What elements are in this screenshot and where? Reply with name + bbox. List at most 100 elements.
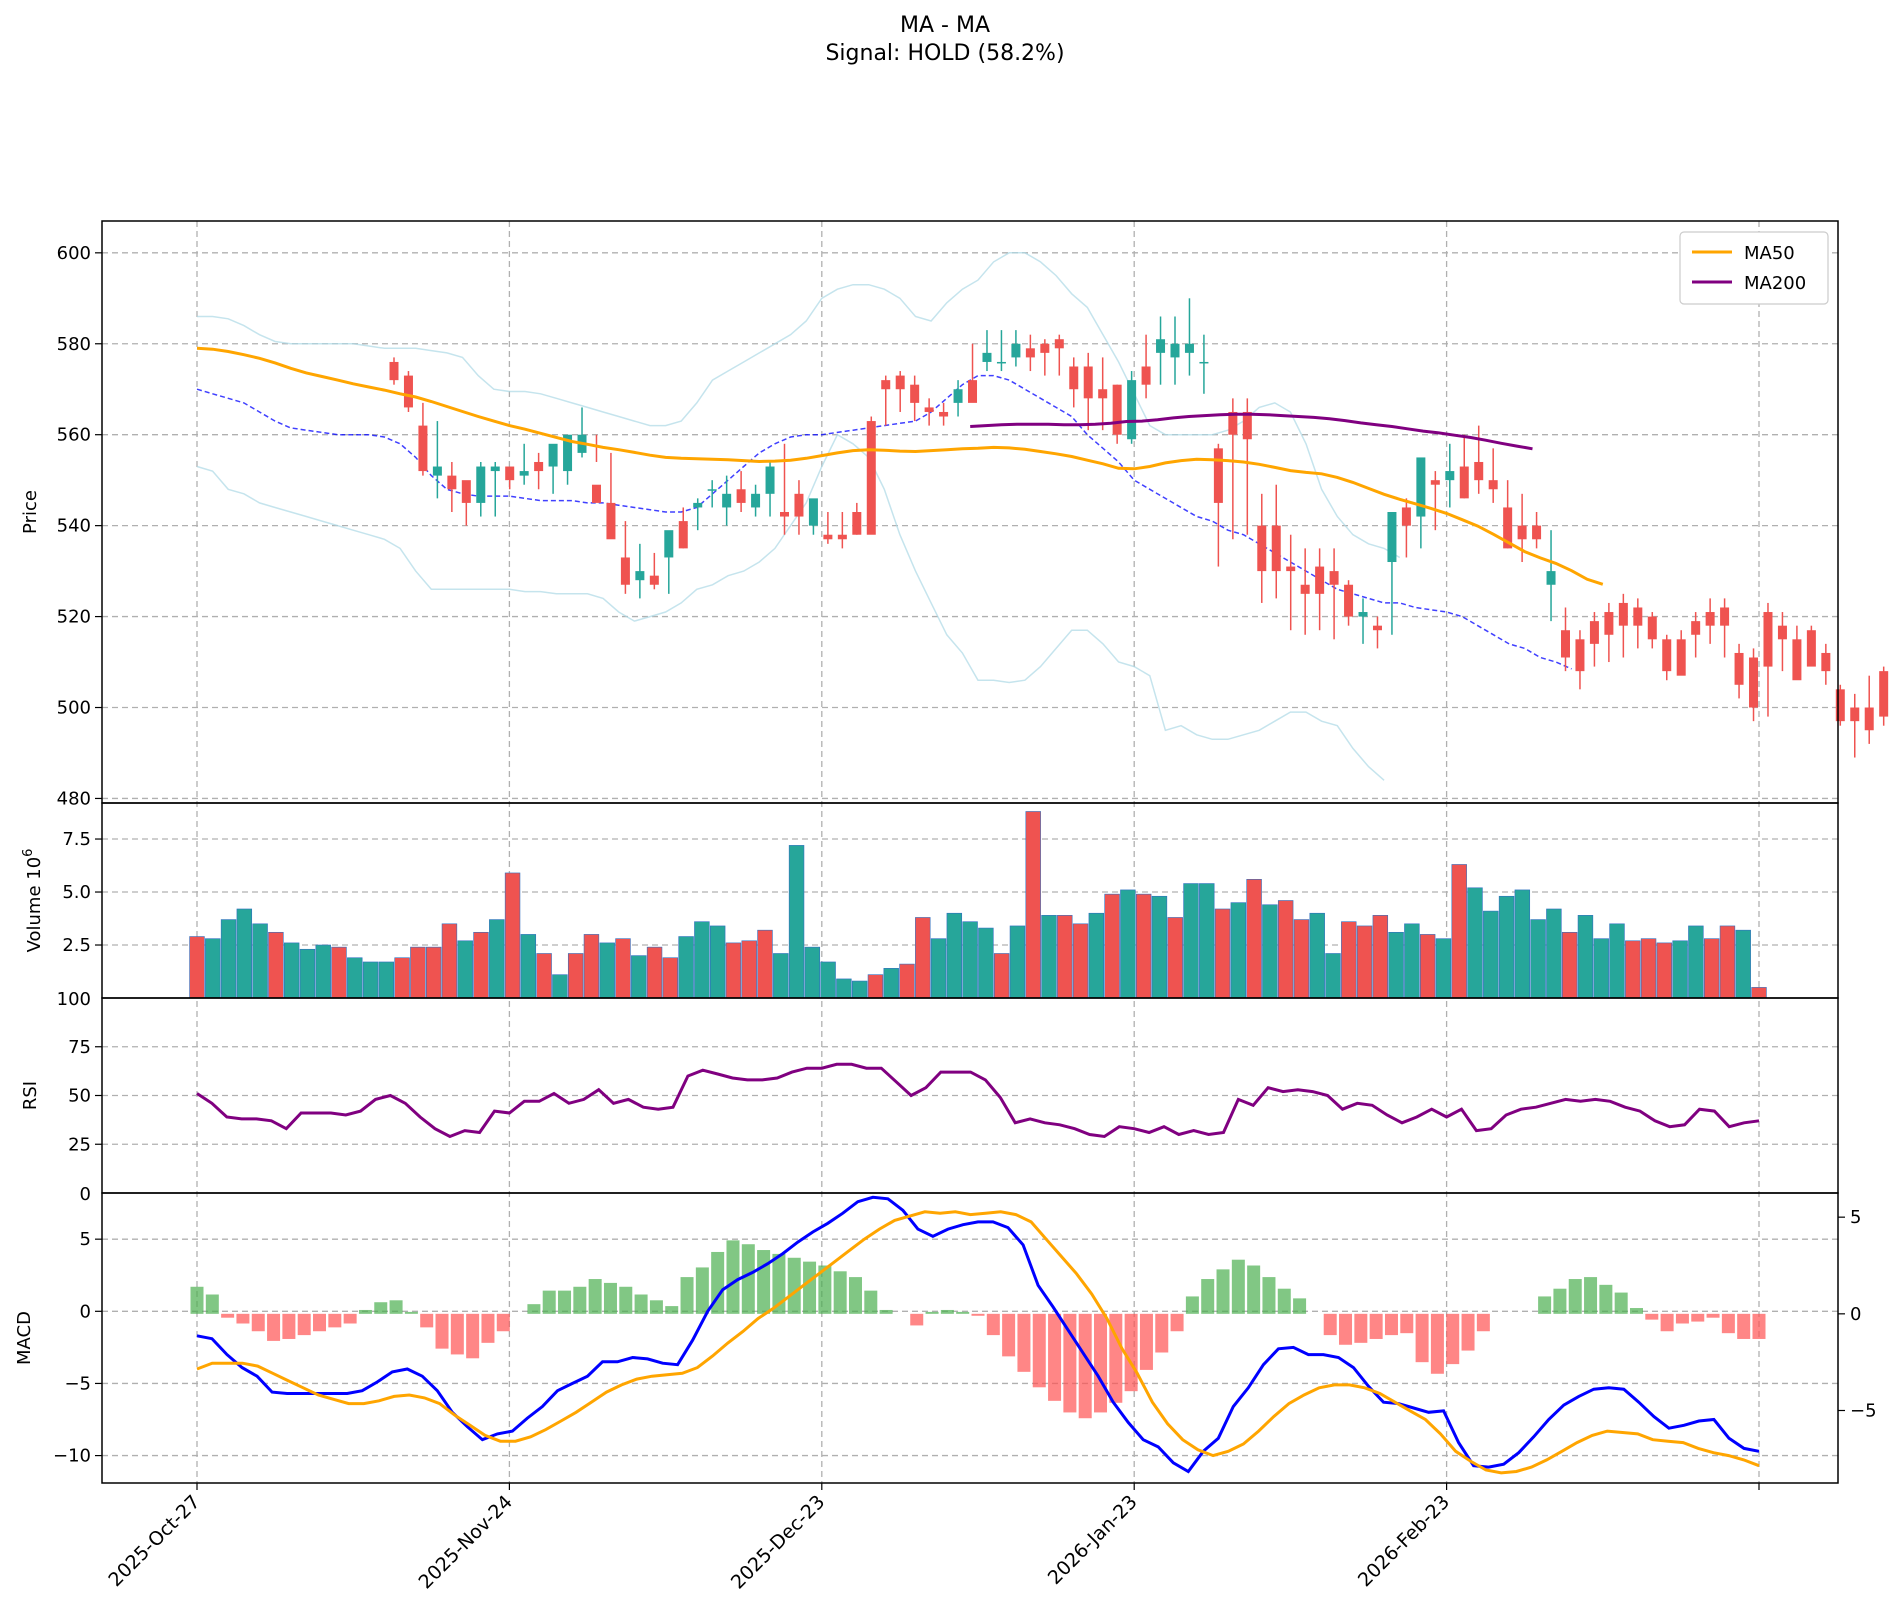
macd-histogram-bar (435, 1313, 449, 1349)
macd-histogram-bar (741, 1244, 755, 1314)
candle-body (403, 375, 413, 408)
candle-body (1401, 507, 1411, 526)
candle-body (1734, 652, 1744, 685)
macd-histogram-bar (619, 1286, 633, 1314)
macd-histogram-bar (1048, 1313, 1062, 1401)
macd-histogram-bar (1752, 1313, 1766, 1339)
candle-body (1676, 639, 1686, 676)
candle-body (461, 480, 471, 503)
candle-body (563, 434, 573, 472)
bollinger-upper-line (197, 252, 1401, 559)
candle-body (1561, 630, 1570, 658)
candle-body (1387, 512, 1397, 563)
macd-right-tick-label: 0 (1850, 1304, 1861, 1325)
macd-histogram-bar (313, 1313, 327, 1332)
macd-histogram-bar (1446, 1313, 1460, 1365)
macd-histogram-bar (1063, 1313, 1077, 1413)
candle-body (1879, 671, 1889, 717)
macd-histogram-bar (986, 1313, 1000, 1336)
volume-y-tick-label: 7.5 (62, 829, 91, 850)
price-y-tick-label: 480 (57, 788, 91, 809)
candle-body (1763, 612, 1773, 667)
candle-body (1329, 571, 1339, 585)
legend-box (1679, 231, 1829, 305)
volume-bar (473, 931, 489, 999)
candle-body (1532, 525, 1542, 540)
candle-body (996, 361, 1006, 364)
volume-bar (283, 942, 300, 999)
candle-body (476, 466, 486, 503)
volume-bar (315, 944, 331, 999)
volume-bar (1640, 938, 1657, 999)
volume-bar (631, 955, 647, 999)
macd-histogram-bar (1293, 1298, 1307, 1314)
candle-body (736, 489, 746, 503)
macd-right-tick-label: 5 (1850, 1207, 1861, 1228)
bollinger-lower-line (196, 433, 1385, 781)
candle-body (780, 512, 789, 517)
price-y-tick-label: 500 (57, 698, 91, 719)
macd-histogram-bar (1568, 1279, 1582, 1314)
volume-bar (268, 931, 284, 999)
macd-histogram-bar (481, 1313, 495, 1343)
macd-histogram-bar (1032, 1313, 1046, 1388)
volume-axis-label: Volume 106 (21, 849, 45, 953)
volume-bar (1530, 919, 1546, 999)
candle-body (982, 352, 992, 362)
macd-histogram-bar (1430, 1313, 1444, 1374)
macd-histogram-bar (1094, 1313, 1108, 1413)
candle-body (620, 557, 630, 585)
macd-histogram-bar (1553, 1288, 1567, 1314)
macd-histogram-bar (205, 1294, 219, 1314)
macd-histogram-bar (1277, 1288, 1291, 1314)
volume-bar (662, 957, 679, 999)
candle-body (606, 502, 616, 540)
price-y-tick-label: 540 (57, 516, 91, 537)
candle-body (1604, 612, 1614, 635)
volume-bar (299, 948, 316, 999)
volume-bar (1025, 811, 1041, 999)
candle-body (1705, 612, 1715, 626)
candle-body (678, 521, 688, 549)
macd-histogram-bar (588, 1279, 602, 1314)
rsi-y-tick-label: 50 (68, 1086, 91, 1107)
macd-y-tick-label: −5 (64, 1373, 91, 1394)
macd-histogram-bar (466, 1313, 480, 1359)
x-tick-label: 2025-Nov-24 (415, 1491, 517, 1593)
macd-histogram-bar (833, 1271, 847, 1314)
macd-histogram-bar (558, 1290, 572, 1314)
volume-bar (709, 925, 726, 999)
volume-bar (1277, 900, 1294, 999)
macd-histogram-bar (1078, 1313, 1092, 1419)
candle-body (1488, 480, 1498, 490)
volume-bar (1419, 934, 1436, 999)
candle-body (808, 498, 818, 526)
macd-line (196, 1195, 1760, 1474)
volume-bar (930, 938, 947, 999)
candle-body (649, 575, 659, 585)
macd-histogram-bar (1384, 1313, 1398, 1336)
candle-body (852, 512, 862, 535)
candle-body (490, 466, 500, 472)
volume-bar (599, 942, 615, 999)
volume-bar (1451, 864, 1467, 999)
rsi-y-tick-label: 0 (80, 1184, 91, 1205)
price-panel-frame (101, 220, 1839, 804)
macd-histogram-bar (1247, 1265, 1261, 1314)
macd-histogram-bar (496, 1313, 510, 1332)
candle-body (519, 471, 529, 476)
candle-body (1633, 607, 1643, 626)
candle-body (765, 466, 775, 494)
macd-histogram-bar (1170, 1313, 1184, 1332)
volume-bar (205, 938, 221, 999)
volume-bar (773, 953, 789, 999)
volume-bar (489, 919, 505, 999)
volume-bar (189, 936, 205, 999)
macd-histogram-bar (1231, 1259, 1245, 1314)
candle-body (389, 361, 399, 381)
macd-histogram-bar (1721, 1313, 1735, 1334)
candle-body (1575, 639, 1585, 672)
volume-bar (1703, 938, 1720, 999)
candle-body (1821, 652, 1831, 672)
